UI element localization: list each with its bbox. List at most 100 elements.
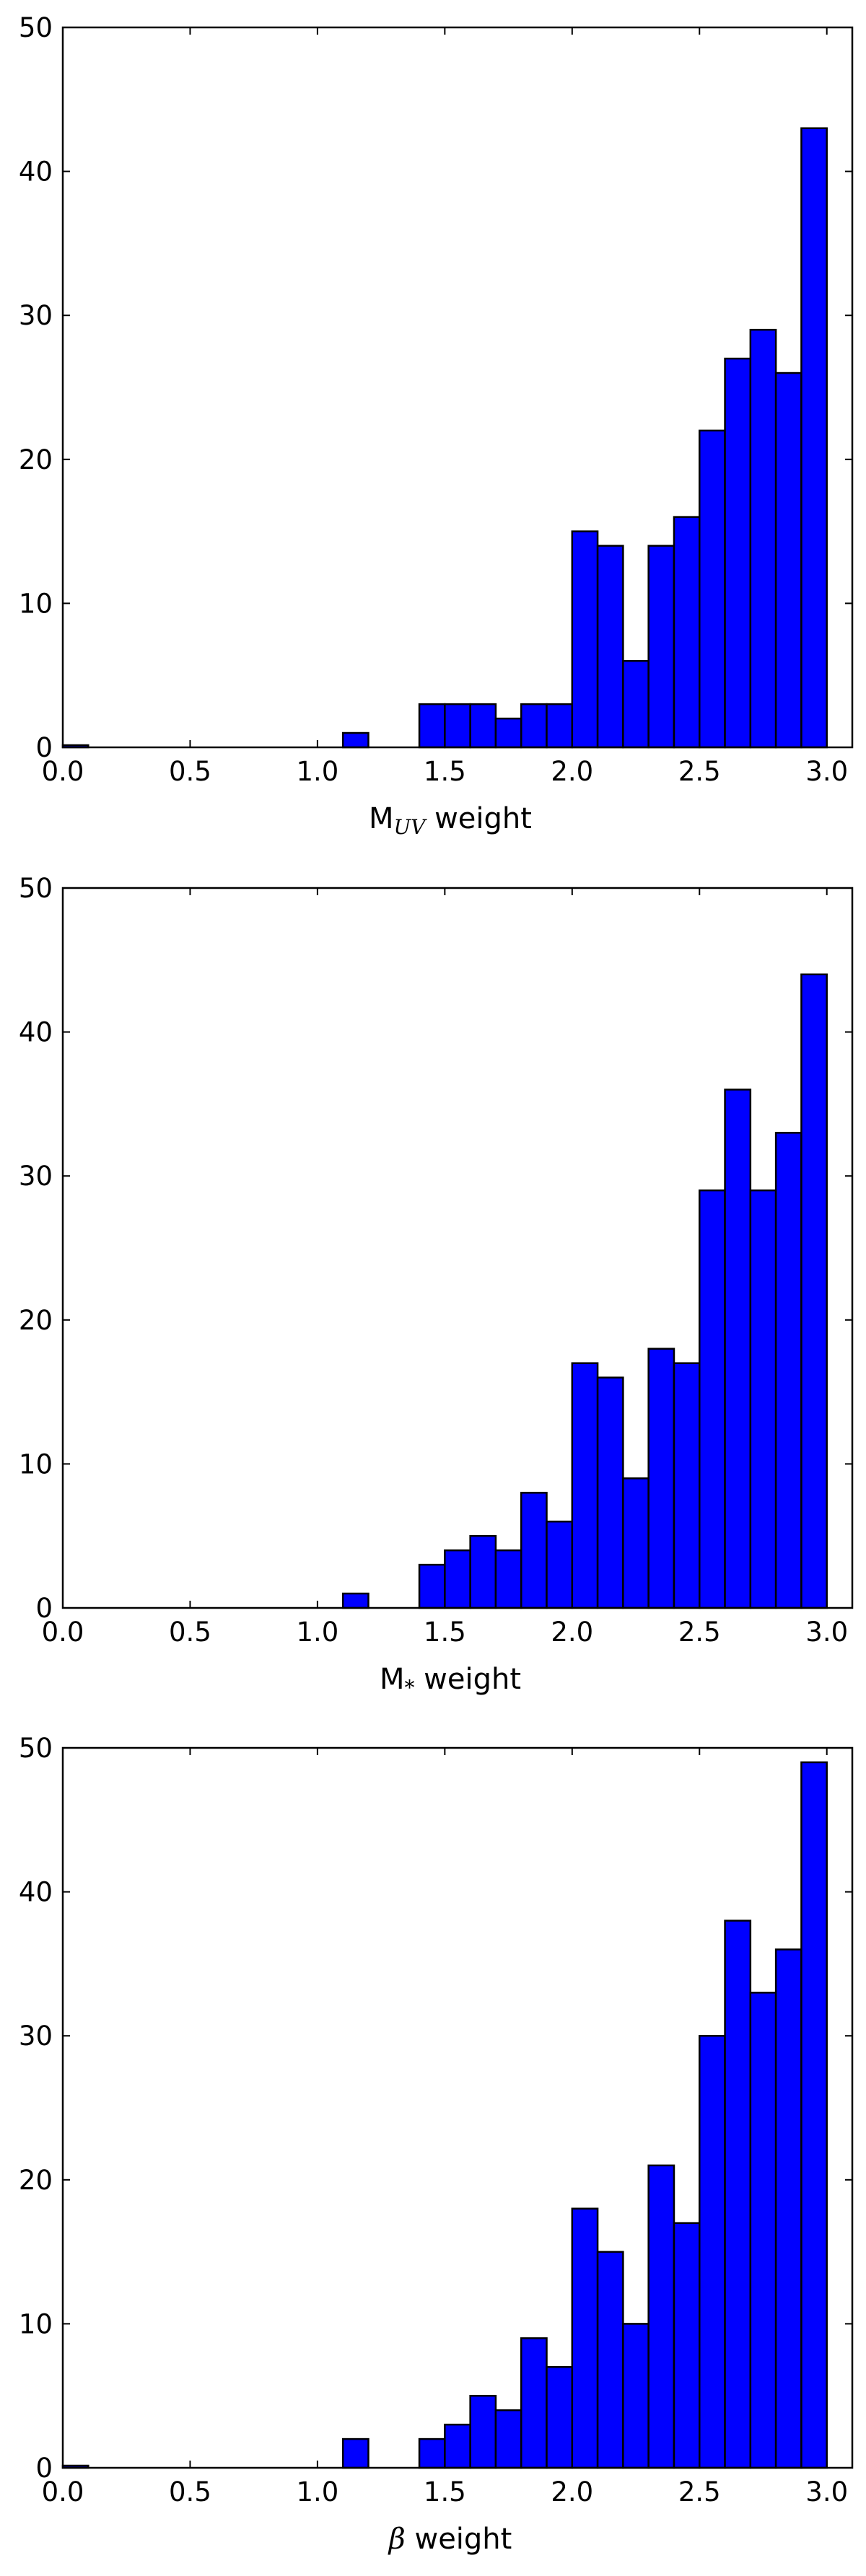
histogram-bar (724, 1089, 752, 1609)
histogram-bar (494, 2409, 522, 2469)
x-tick-label: 0.0 (42, 1617, 84, 1648)
histogram-bar (341, 2437, 369, 2469)
x-tick-label: 3.0 (805, 1617, 848, 1648)
y-tick-label: 20 (19, 444, 53, 475)
y-tick-label: 0 (35, 1593, 53, 1624)
x-tick-label: 3.0 (805, 756, 848, 787)
histogram-bar (341, 1592, 369, 1609)
histogram-bar (647, 2164, 675, 2469)
histogram-panel-3: 0.0 0.5 1.0 1.5 2.0 2.5 3.0 0 10 20 30 40 50 β weight (19, 1733, 854, 2556)
y-tick-label: 0 (35, 2453, 53, 2484)
x-axis-label: M* weight (380, 1663, 521, 1700)
histogram-bar (444, 703, 471, 749)
histogram-bar (596, 1376, 624, 1609)
histogram-bar (469, 2394, 497, 2469)
histogram-bar (774, 1132, 802, 1609)
histogram-bar (341, 731, 369, 749)
histogram-bar (673, 1362, 701, 1609)
x-tick-label: 3.0 (805, 2476, 848, 2507)
histogram-panel-1: 0.0 0.5 1.0 1.5 2.0 2.5 3.0 0 10 20 30 40 50 MUV weig… (19, 12, 854, 839)
histogram-bar (596, 545, 624, 749)
histogram-bar (418, 1563, 446, 1609)
axes-frame (61, 1746, 854, 2469)
histogram-bar (724, 357, 752, 749)
y-tick-label: 50 (19, 1733, 53, 1764)
y-tick-label: 10 (19, 1449, 53, 1480)
axes-frame (61, 26, 854, 749)
histogram-bar (520, 703, 548, 749)
y-tick-label: 20 (19, 2165, 53, 2196)
x-tick-label: 2.0 (551, 2476, 593, 2507)
histogram-bar (520, 2337, 548, 2469)
histogram-bar (520, 1492, 548, 1609)
histogram-bar (444, 2423, 471, 2469)
histogram-bar (774, 372, 802, 749)
histogram-bar (469, 1534, 497, 1609)
y-tick-label: 30 (19, 300, 53, 331)
y-tick-label: 50 (19, 873, 53, 904)
x-tick-label: 1.5 (424, 756, 466, 787)
x-tick-label: 2.0 (551, 1617, 593, 1648)
y-tick-label: 30 (19, 2021, 53, 2052)
x-tick-label: 0.0 (42, 756, 84, 787)
histogram-bar (622, 2323, 650, 2469)
y-tick-label: 40 (19, 1017, 53, 1048)
histogram-bar (774, 1948, 802, 2469)
histogram-bar (418, 2437, 446, 2469)
x-tick-label: 0.5 (169, 1617, 211, 1648)
x-tick-label: 1.5 (424, 2476, 466, 2507)
x-tick-label: 0.5 (169, 756, 211, 787)
y-tick-label: 40 (19, 1877, 53, 1908)
histogram-bar (699, 429, 726, 749)
histogram-bar (571, 1362, 599, 1609)
histogram-bar (800, 1761, 828, 2469)
histogram-bar (749, 1992, 777, 2469)
histogram-bar (469, 703, 497, 749)
histogram-bar (444, 1549, 471, 1609)
histogram-bar (647, 1348, 675, 1609)
histogram-bar (673, 516, 701, 749)
histogram-bar (622, 659, 650, 749)
y-tick-label: 50 (19, 12, 53, 43)
x-tick-label: 1.5 (424, 1617, 466, 1648)
histogram-bar (647, 545, 675, 749)
histogram-bar (596, 2251, 624, 2469)
histogram-bar (418, 703, 446, 749)
histogram-bar (546, 703, 574, 749)
y-tick-label: 10 (19, 588, 53, 619)
histogram-panel-2: 0.0 0.5 1.0 1.5 2.0 2.5 3.0 0 10 20 30 40 50 M* weigh… (19, 873, 854, 1700)
histogram-bar (673, 2222, 701, 2469)
y-tick-label: 10 (19, 2308, 53, 2339)
x-axis-label: MUV weight (369, 802, 532, 839)
axes-frame (61, 887, 854, 1609)
x-tick-label: 2.5 (678, 1617, 721, 1648)
histogram-bar (800, 127, 828, 749)
x-tick-label: 0.5 (169, 2476, 211, 2507)
x-tick-label: 2.5 (678, 756, 721, 787)
histogram-bar (571, 2207, 599, 2469)
histogram-bar (494, 717, 522, 749)
histogram-bar (546, 2366, 574, 2469)
y-tick-label: 20 (19, 1305, 53, 1336)
histogram-bar (724, 1920, 752, 2469)
x-tick-label: 2.0 (551, 756, 593, 787)
x-tick-label: 1.0 (296, 756, 338, 787)
y-tick-label: 30 (19, 1161, 53, 1192)
histogram-bar (546, 1520, 574, 1609)
x-tick-label: 0.0 (42, 2476, 84, 2507)
histogram-bar (749, 1189, 777, 1609)
x-tick-label: 2.5 (678, 2476, 721, 2507)
histogram-bar (571, 530, 599, 749)
histogram-bar (622, 1477, 650, 1609)
x-axis-label: β weight (388, 2523, 512, 2556)
x-tick-label: 1.0 (296, 2476, 338, 2507)
y-tick-label: 0 (35, 732, 53, 763)
histogram-bar (749, 328, 777, 749)
histogram-bar (699, 1189, 726, 1609)
histogram-bar (800, 973, 828, 1609)
y-tick-label: 40 (19, 157, 53, 188)
histogram-bar (494, 1549, 522, 1609)
histogram-bar (699, 2034, 726, 2469)
x-tick-label: 1.0 (296, 1617, 338, 1648)
